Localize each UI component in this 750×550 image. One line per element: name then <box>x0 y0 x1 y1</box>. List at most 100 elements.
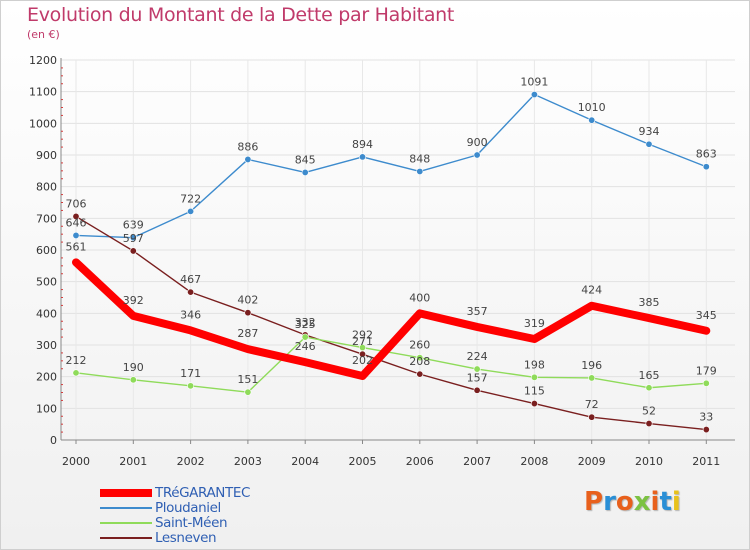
data-point <box>702 379 710 387</box>
y-tick-label: 1100 <box>29 86 57 99</box>
data-label: 292 <box>352 329 373 342</box>
data-label: 212 <box>66 354 87 367</box>
data-point <box>301 333 309 341</box>
data-label: 52 <box>642 405 656 418</box>
x-tick-label: 2005 <box>349 455 377 468</box>
logo-letter: o <box>615 487 634 517</box>
legend-label: Saint-Méen <box>155 514 228 531</box>
data-label: 646 <box>66 216 87 229</box>
data-point <box>72 231 80 239</box>
data-label: 224 <box>467 350 488 363</box>
data-label: 287 <box>237 327 258 340</box>
data-label: 198 <box>524 358 545 371</box>
data-label: 597 <box>123 232 144 245</box>
series-line-lesneven <box>75 215 707 431</box>
x-tick-label: 2011 <box>692 455 720 468</box>
x-tick-label: 2000 <box>62 455 90 468</box>
legend-swatch <box>100 488 152 497</box>
data-label: 848 <box>409 152 430 165</box>
legend-item: TRéGARANTEC <box>100 484 250 501</box>
legend-swatch <box>100 506 152 509</box>
data-label: 190 <box>123 361 144 374</box>
data-label: 1010 <box>578 101 606 114</box>
data-point <box>129 234 137 242</box>
logo-letter: P <box>584 487 604 517</box>
data-label: 424 <box>581 284 602 297</box>
data-label: 208 <box>409 355 430 368</box>
legend-label: TRéGARANTEC <box>155 484 250 501</box>
data-point <box>530 400 538 408</box>
data-label: 151 <box>237 373 258 386</box>
data-point <box>473 151 481 159</box>
data-point <box>588 374 596 382</box>
data-point <box>244 388 252 396</box>
x-tick-label: 2010 <box>635 455 663 468</box>
y-tick-label: 700 <box>36 212 57 225</box>
y-tick-label: 100 <box>36 402 57 415</box>
series-line-ploudaniel <box>75 93 707 239</box>
data-point <box>588 116 596 124</box>
data-point <box>530 91 538 99</box>
data-label: 33 <box>699 411 713 424</box>
data-label: 157 <box>467 371 488 384</box>
legend-item: Ploudaniel <box>100 499 250 516</box>
y-tick-label: 1000 <box>29 117 57 130</box>
legend-swatch <box>100 536 152 539</box>
data-point <box>129 376 137 384</box>
legend-swatch <box>100 521 152 524</box>
data-point <box>645 384 653 392</box>
y-tick-label: 1200 <box>29 54 57 67</box>
data-label: 863 <box>696 148 717 161</box>
data-label: 400 <box>409 291 430 304</box>
y-tick-label: 800 <box>36 181 57 194</box>
chart-legend: TRéGARANTEC Ploudaniel Saint-Méen Lesneven <box>100 484 250 546</box>
data-label: 402 <box>237 294 258 307</box>
data-label: 845 <box>295 153 316 166</box>
data-label: 346 <box>180 308 201 321</box>
data-point <box>244 155 252 163</box>
x-tick-label: 2007 <box>463 455 491 468</box>
data-label: 561 <box>66 240 87 253</box>
data-label: 271 <box>352 335 373 348</box>
data-label: 171 <box>180 367 201 380</box>
legend-label: Lesneven <box>155 529 217 546</box>
data-point <box>473 365 481 373</box>
y-tick-label: 500 <box>36 276 57 289</box>
logo-letter: i <box>671 487 681 517</box>
data-label: 385 <box>639 296 660 309</box>
x-tick-label: 2008 <box>520 455 548 468</box>
data-point <box>702 163 710 171</box>
data-point <box>416 354 424 362</box>
data-point <box>702 426 710 434</box>
chart-title: Evolution du Montant de la Dette par Hab… <box>27 4 455 26</box>
data-point <box>72 369 80 377</box>
data-label: 345 <box>696 309 717 322</box>
y-tick-label: 600 <box>36 244 57 257</box>
logo-letter: r <box>603 487 616 517</box>
series-line-trégarantec <box>72 258 711 381</box>
data-point <box>645 420 653 428</box>
data-point <box>358 153 366 161</box>
data-label: 392 <box>123 294 144 307</box>
x-tick-label: 2006 <box>406 455 434 468</box>
data-label: 886 <box>237 140 258 153</box>
data-label: 202 <box>352 354 373 367</box>
data-label: 196 <box>581 359 602 372</box>
data-point <box>530 373 538 381</box>
logo-letter: x <box>633 487 651 517</box>
data-point <box>416 370 424 378</box>
data-point <box>473 386 481 394</box>
y-tick-label: 200 <box>36 371 57 384</box>
x-tick-label: 2001 <box>119 455 147 468</box>
chart-subtitle: (en €) <box>27 28 60 41</box>
legend-label: Ploudaniel <box>155 499 221 516</box>
series-line-saint-méen <box>75 336 707 393</box>
x-tick-label: 2004 <box>291 455 319 468</box>
data-label: 639 <box>123 219 144 232</box>
data-point <box>358 344 366 352</box>
x-tick-label: 2002 <box>177 455 205 468</box>
proxiti-logo: Proxiti <box>584 487 681 517</box>
data-label: 72 <box>585 398 599 411</box>
data-label: 934 <box>639 125 660 138</box>
